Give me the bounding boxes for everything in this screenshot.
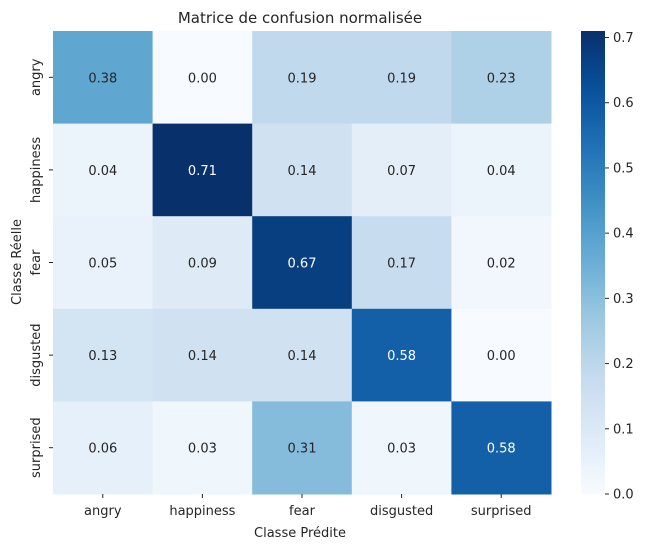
heatmap-cell-value: 0.02 xyxy=(487,257,516,272)
heatmap-cell-value: 0.31 xyxy=(288,442,317,457)
colorbar-tick-label: 0.1 xyxy=(613,422,634,437)
heatmap-cell-value: 0.38 xyxy=(88,71,117,86)
heatmap-cell-value: 0.23 xyxy=(487,71,516,86)
heatmap-cell-value: 0.09 xyxy=(188,257,217,272)
y-tick-label: fear xyxy=(29,249,44,276)
heatmap-cell-value: 0.67 xyxy=(288,257,317,272)
heatmap-cell-value: 0.58 xyxy=(387,349,416,364)
heatmap-cell xyxy=(152,401,253,495)
heatmap-cell-value: 0.06 xyxy=(88,442,117,457)
colorbar xyxy=(581,31,605,494)
x-axis-ticks: angry happiness fear disgusted surprised xyxy=(84,494,531,519)
heatmap-cell xyxy=(451,216,552,310)
heatmap-cell xyxy=(53,31,154,125)
heatmap-cell-value: 0.14 xyxy=(288,349,317,364)
heatmap-cell-value: 0.07 xyxy=(387,164,416,179)
heatmap-cell xyxy=(351,123,452,217)
heatmap-cell xyxy=(152,31,253,125)
heatmap-grid: 0.38 0.00 0.19 0.19 0.23 0.04 0.71 0.14 0.07 0.04… xyxy=(53,31,552,495)
x-tick-label: disgusted xyxy=(370,504,433,519)
heatmap-cell-value: 0.17 xyxy=(387,257,416,272)
heatmap-cell xyxy=(53,216,154,310)
heatmap-cell-value: 0.05 xyxy=(88,257,117,272)
chart-title: Matrice de confusion normalisée xyxy=(178,9,422,27)
heatmap-cell-value: 0.03 xyxy=(188,442,217,457)
colorbar-tick-label: 0.5 xyxy=(613,161,634,176)
y-axis-ticks: angry happiness fear disgusted surprised xyxy=(29,58,53,478)
heatmap-cell-value: 0.04 xyxy=(88,164,117,179)
heatmap-cell-value: 0.71 xyxy=(188,164,217,179)
heatmap-cell-value: 0.03 xyxy=(387,442,416,457)
heatmap-cell-value: 0.00 xyxy=(487,349,516,364)
heatmap-cell xyxy=(351,216,452,310)
heatmap-cell xyxy=(53,123,154,217)
colorbar-tick-label: 0.7 xyxy=(613,31,634,46)
colorbar-tick-label: 0.6 xyxy=(613,96,634,111)
heatmap-cell xyxy=(351,401,452,495)
heatmap-cell xyxy=(252,123,353,217)
heatmap-cell xyxy=(351,31,452,125)
y-tick-label: happiness xyxy=(29,137,44,203)
heatmap-cell xyxy=(451,123,552,217)
x-axis-label: Classe Prédite xyxy=(254,526,346,541)
y-tick-label: angry xyxy=(29,58,44,96)
colorbar-tick-label: 0.3 xyxy=(613,292,634,307)
heatmap-cell-value: 0.19 xyxy=(387,71,416,86)
colorbar-ticks: 0.0 0.1 0.2 0.3 0.4 0.5 0.6 0.7 xyxy=(605,31,634,503)
heatmap-cell xyxy=(53,308,154,402)
heatmap-cell-value: 0.19 xyxy=(288,71,317,86)
x-tick-label: angry xyxy=(84,504,122,519)
heatmap-cell xyxy=(252,216,353,310)
heatmap-cell xyxy=(451,401,552,495)
colorbar-tick-label: 0.2 xyxy=(613,357,634,372)
y-axis-label: Classe Réelle xyxy=(10,219,25,305)
heatmap-cell xyxy=(152,123,253,217)
heatmap-cell-value: 0.00 xyxy=(188,71,217,86)
heatmap-cell xyxy=(451,308,552,402)
y-tick-label: disgusted xyxy=(29,323,44,386)
heatmap-cell xyxy=(252,401,353,495)
heatmap-cell xyxy=(252,31,353,125)
heatmap-cell-value: 0.14 xyxy=(188,349,217,364)
heatmap-cell-value: 0.58 xyxy=(487,442,516,457)
heatmap-cell xyxy=(252,308,353,402)
x-tick-label: surprised xyxy=(471,504,532,519)
x-tick-label: happiness xyxy=(169,504,235,519)
heatmap-cell xyxy=(152,308,253,402)
heatmap-cell xyxy=(451,31,552,125)
heatmap-cell xyxy=(152,216,253,310)
colorbar-tick-label: 0.0 xyxy=(613,488,634,503)
x-tick-label: fear xyxy=(289,504,316,519)
heatmap-cell-value: 0.04 xyxy=(487,164,516,179)
heatmap-cell xyxy=(53,401,154,495)
colorbar-tick-label: 0.4 xyxy=(613,227,634,242)
heatmap-cell-value: 0.13 xyxy=(88,349,117,364)
y-tick-label: surprised xyxy=(29,417,44,478)
heatmap-cell-value: 0.14 xyxy=(288,164,317,179)
heatmap-cell xyxy=(351,308,452,402)
